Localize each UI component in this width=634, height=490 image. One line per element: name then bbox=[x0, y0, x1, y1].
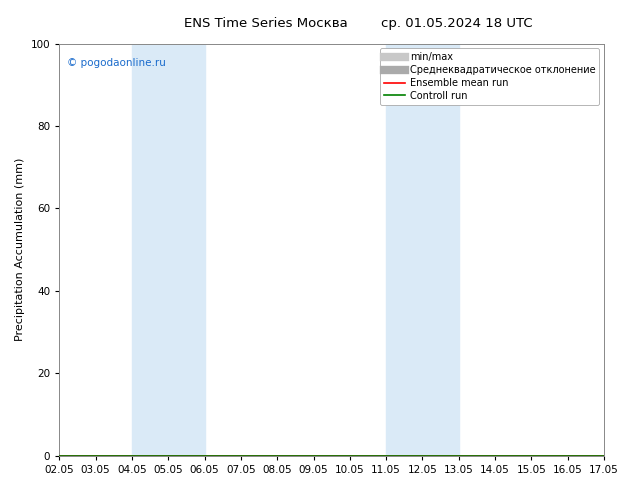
Text: © pogodaonline.ru: © pogodaonline.ru bbox=[67, 58, 166, 68]
Bar bbox=[386, 44, 459, 456]
Y-axis label: Precipitation Accumulation (mm): Precipitation Accumulation (mm) bbox=[15, 158, 25, 342]
Legend: min/max, Среднеквадратическое отклонение, Ensemble mean run, Controll run: min/max, Среднеквадратическое отклонение… bbox=[380, 49, 599, 105]
Bar bbox=[132, 44, 205, 456]
Text: ср. 01.05.2024 18 UTC: ср. 01.05.2024 18 UTC bbox=[380, 17, 533, 30]
Text: ENS Time Series Москва: ENS Time Series Москва bbox=[184, 17, 348, 30]
